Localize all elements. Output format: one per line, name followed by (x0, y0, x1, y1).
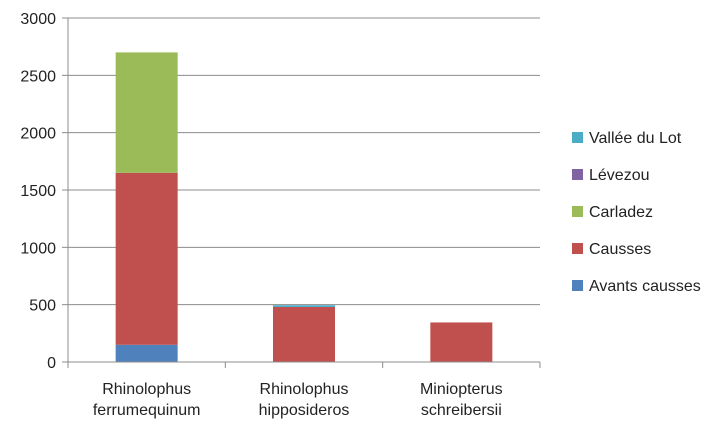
y-tick-label: 2000 (20, 126, 56, 143)
x-category-label: hipposideros (259, 402, 350, 419)
bar-segment (273, 305, 335, 307)
legend-label: Avants causses (589, 278, 701, 295)
x-category-label: Rhinolophus (102, 381, 191, 398)
legend-label: Causses (589, 241, 651, 258)
bar-segment (273, 306, 335, 362)
y-tick-label: 0 (47, 355, 56, 372)
legend-swatch (572, 169, 583, 180)
legend-swatch (572, 206, 583, 217)
y-tick-label: 1000 (20, 240, 56, 257)
x-category-label: ferrumequinum (93, 402, 201, 419)
legend-swatch (572, 280, 583, 291)
bar-segment (115, 52, 178, 173)
y-tick-label: 3000 (20, 11, 56, 28)
bars (115, 52, 493, 362)
bar-segment (115, 344, 178, 362)
x-category-label: schreibersii (421, 402, 502, 419)
legend-swatch (572, 243, 583, 254)
legend: Vallée du Lot Lévezou Carladez Causses Avant… (572, 130, 701, 295)
bar-segment (430, 322, 493, 362)
legend-swatch (572, 132, 583, 143)
legend-label: Lévezou (589, 167, 650, 184)
x-category-label: Miniopterus (420, 381, 503, 398)
legend-label: Carladez (589, 204, 653, 221)
y-tick-label: 1500 (20, 183, 56, 200)
bar-segment (115, 172, 178, 345)
legend-label: Vallée du Lot (589, 130, 682, 147)
x-category-label: Rhinolophus (260, 381, 349, 398)
y-tick-label: 500 (29, 298, 56, 315)
axes: 0 500 1000 1500 2000 2500 3000 Rhinolophus ferru… (20, 11, 541, 419)
y-tick-label: 2500 (20, 68, 56, 85)
